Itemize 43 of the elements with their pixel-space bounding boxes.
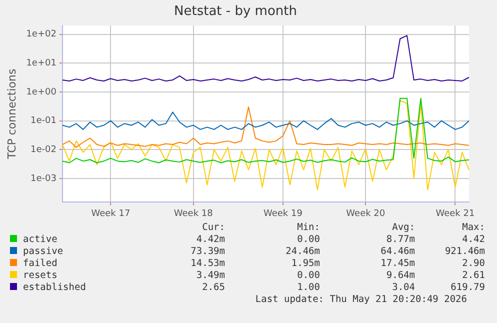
- text: 1.95m: [290, 258, 320, 270]
- text: 3.49m: [195, 270, 225, 282]
- text: 9.64m: [385, 270, 415, 282]
- legend-label: failed: [22, 258, 58, 269]
- text: 1.00: [296, 282, 320, 294]
- text: 4.42: [461, 234, 485, 246]
- text: 24.46m: [284, 246, 320, 258]
- legend-label: active: [22, 234, 58, 245]
- text: 3.04: [391, 282, 415, 294]
- chart-title: Netstat - by month: [174, 4, 297, 20]
- text: 14.53m: [190, 258, 225, 270]
- text: 0.00: [296, 234, 320, 246]
- legend-label: established: [22, 282, 86, 293]
- x-tick-label: Week 19: [263, 208, 303, 219]
- y-tick-label: 1e-03: [30, 174, 56, 184]
- y-tick-label: 1e+02: [26, 30, 56, 40]
- text: Max:: [461, 222, 485, 234]
- x-tick-label: Week 17: [91, 208, 130, 219]
- text: 2.65: [201, 282, 225, 294]
- text: 73.39m: [190, 246, 225, 258]
- legend-label: resets: [22, 270, 58, 281]
- text: 4.42m: [195, 234, 225, 246]
- text: 2.61: [461, 270, 485, 282]
- y-tick-label: 1e-02: [30, 144, 56, 155]
- x-tick-label: Week 21: [436, 208, 475, 219]
- text: 17.45m: [380, 258, 415, 270]
- text: Avg:: [391, 222, 415, 234]
- legend-label: passive: [22, 246, 64, 257]
- text: Last update: Thu May 21 20:20:49 2026: [255, 294, 467, 305]
- y-tick-label: 1e-01: [30, 116, 56, 126]
- text: Min:: [296, 222, 320, 234]
- y-tick-label: 1e+01: [26, 58, 56, 68]
- y-tick-label: 1e+00: [26, 87, 57, 98]
- text: 2.90: [461, 258, 485, 270]
- text: 0.00: [296, 270, 320, 282]
- x-tick-label: Week 18: [174, 208, 214, 219]
- x-tick-label: Week 20: [346, 208, 386, 219]
- text: 921.46m: [444, 246, 485, 258]
- text: 64.46m: [380, 246, 415, 258]
- text: Cur:: [201, 222, 225, 234]
- text: 619.79: [450, 282, 485, 294]
- y-axis-title: TCP connections: [5, 68, 18, 160]
- text: 8.77m: [385, 234, 415, 246]
